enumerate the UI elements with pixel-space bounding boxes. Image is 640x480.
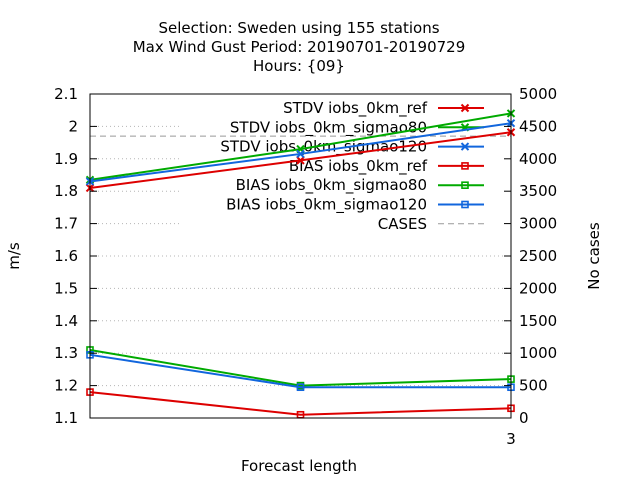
y-axis-ticks: 1.1 1.2 1.3 1.4 1.5 1.6 1.7 1.8 1.9 2 2.1: [54, 85, 97, 427]
y2-tick-label: 500: [519, 377, 548, 395]
legend-label: STDV iobs_0km_ref: [283, 99, 428, 118]
data-point: [296, 149, 305, 159]
point-stroke: [296, 156, 305, 165]
y2-tick-label: 5000: [519, 85, 557, 103]
data-point: [296, 156, 305, 165]
y2-tick-label: 1000: [519, 344, 557, 362]
y2-tick-label: 3500: [519, 182, 557, 200]
y2-tick-label: 4500: [519, 117, 557, 135]
y-tick-label: 1.8: [54, 182, 78, 200]
legend-label: BIAS iobs_0km_ref: [289, 157, 428, 176]
y2-tick-label: 4000: [519, 150, 557, 168]
data-point: [460, 103, 470, 113]
data-point: [296, 383, 305, 392]
y2-tick-label: 0: [519, 409, 529, 427]
point-stroke: [296, 149, 305, 159]
data-point: [461, 181, 469, 189]
data-point: [461, 200, 469, 209]
grid: [90, 125, 511, 387]
y2-tick-label: 2500: [519, 247, 557, 265]
legend-label: BIAS iobs_0km_sigmao120: [226, 196, 427, 215]
point-stroke: [460, 142, 470, 151]
x-axis-ticks: 3: [506, 411, 516, 448]
legend-entry: BIAS iobs_0km_sigmao120: [226, 196, 484, 215]
y2-tick-label: 3000: [519, 215, 557, 233]
y-tick-label: 1.3: [54, 344, 78, 362]
legend-label: BIAS iobs_0km_sigmao80: [236, 176, 427, 195]
y-tick-label: 2: [68, 117, 78, 135]
y2-axis-ticks: 0 500 1000 1500 2000 2500 3000 3500 4000 4500 5000: [504, 85, 557, 427]
x-tick-label: 3: [506, 430, 516, 448]
y2-axis-label: No cases: [585, 222, 603, 290]
point-stroke: [460, 103, 470, 113]
title-line-3: Hours: {09}: [253, 57, 345, 75]
y-axis-label: m/s: [5, 242, 23, 270]
series-line: [89, 348, 512, 387]
legend-label: CASES: [378, 215, 427, 233]
data-point: [460, 142, 470, 151]
chart-title: Selection: Sweden using 155 stations Max…: [133, 19, 466, 75]
legend-entry: STDV iobs_0km_sigmao80: [230, 118, 484, 137]
y-tick-label: 1.6: [54, 247, 78, 265]
legend-entry: STDV iobs_0km_ref: [283, 99, 484, 118]
x-axis-label: Forecast length: [241, 457, 357, 475]
legend-label: STDV iobs_0km_sigmao80: [230, 118, 427, 137]
y-tick-label: 2.1: [54, 85, 78, 103]
y2-tick-label: 2000: [519, 279, 557, 297]
y-tick-label: 1.4: [54, 312, 78, 330]
series-line: [89, 353, 511, 389]
legend-entry: BIAS iobs_0km_ref: [289, 157, 484, 176]
series-line: [89, 391, 512, 416]
data-point: [461, 162, 469, 170]
title-line-2: Max Wind Gust Period: 20190701-20190729: [133, 38, 466, 56]
legend-entry: CASES: [378, 215, 484, 233]
legend-entry: BIAS iobs_0km_sigmao80: [236, 176, 484, 195]
y-tick-label: 1.2: [54, 377, 78, 395]
y-tick-label: 1.9: [54, 150, 78, 168]
y-tick-label: 1.7: [54, 215, 78, 233]
title-line-1: Selection: Sweden using 155 stations: [158, 19, 439, 37]
y2-tick-label: 1500: [519, 312, 557, 330]
y-tick-label: 1.1: [54, 409, 78, 427]
y-tick-label: 1.5: [54, 279, 78, 297]
